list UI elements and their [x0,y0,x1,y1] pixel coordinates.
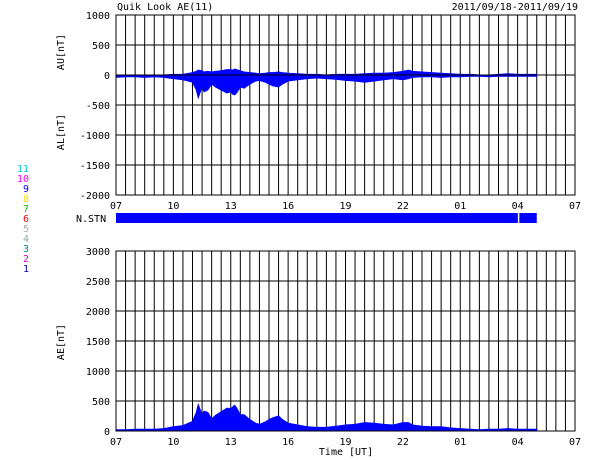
y-tick-label: 1000 [86,11,110,22]
y-tick-label: -1000 [80,131,110,142]
station-label: 5 [23,224,29,235]
nstn-bar [116,213,537,223]
nstn-label: N.STN [76,214,106,225]
y-tick-label: -1500 [80,161,110,172]
x-tick-label: 22 [397,437,409,448]
y-tick-label: 2000 [86,307,110,318]
date-range: 2011/09/18-2011/09/19 [452,2,578,13]
plot-frame [115,14,576,196]
y-tick-label: 3000 [86,247,110,258]
station-label: 4 [23,234,29,245]
x-tick-label: 07 [110,437,122,448]
al-axis-label: AL[nT] [56,114,67,150]
x-axis-label: Time [UT] [319,447,373,458]
x-tick-label: 16 [282,201,294,212]
x-tick-label: 13 [225,437,237,448]
station-label: 2 [23,254,29,265]
y-tick-label: 2500 [86,277,110,288]
al-area [115,74,538,100]
y-tick-label: 500 [92,397,110,408]
station-label: 7 [23,204,29,215]
y-tick-label: 0 [104,427,110,438]
y-tick-label: 1500 [86,337,110,348]
au-axis-label: AU[nT] [56,34,67,70]
station-label: 3 [23,244,29,255]
station-label: 6 [23,214,29,225]
station-label: 11 [17,164,29,175]
ae-axis-label: AE[nT] [56,324,67,360]
x-tick-label: 01 [454,201,466,212]
station-label: 8 [23,194,29,205]
x-tick-label: 01 [454,437,466,448]
station-label: 9 [23,184,29,195]
y-tick-label: -500 [86,101,110,112]
x-tick-label: 13 [225,201,237,212]
x-tick-label: 19 [339,201,351,212]
x-tick-label: 16 [282,437,294,448]
x-tick-label: 10 [167,437,179,448]
x-tick-label: 10 [167,201,179,212]
station-label: 1 [23,264,29,275]
x-tick-label: 22 [397,201,409,212]
y-tick-label: -2000 [80,191,110,202]
nstn-bar-group [116,213,537,223]
x-tick-label: 04 [512,201,524,212]
ae-area [115,402,538,432]
x-tick-label: 07 [110,201,122,212]
x-tick-label: 07 [569,437,581,448]
x-tick-label: 07 [569,201,581,212]
y-tick-label: 500 [92,41,110,52]
station-label: 10 [17,174,29,185]
y-tick-label: 0 [104,71,110,82]
x-tick-label: 04 [512,437,524,448]
chart-title: Quik Look AE(11) [117,2,213,13]
plot-frame [115,250,576,432]
y-tick-label: 1000 [86,367,110,378]
x-tick-label: 19 [339,437,351,448]
